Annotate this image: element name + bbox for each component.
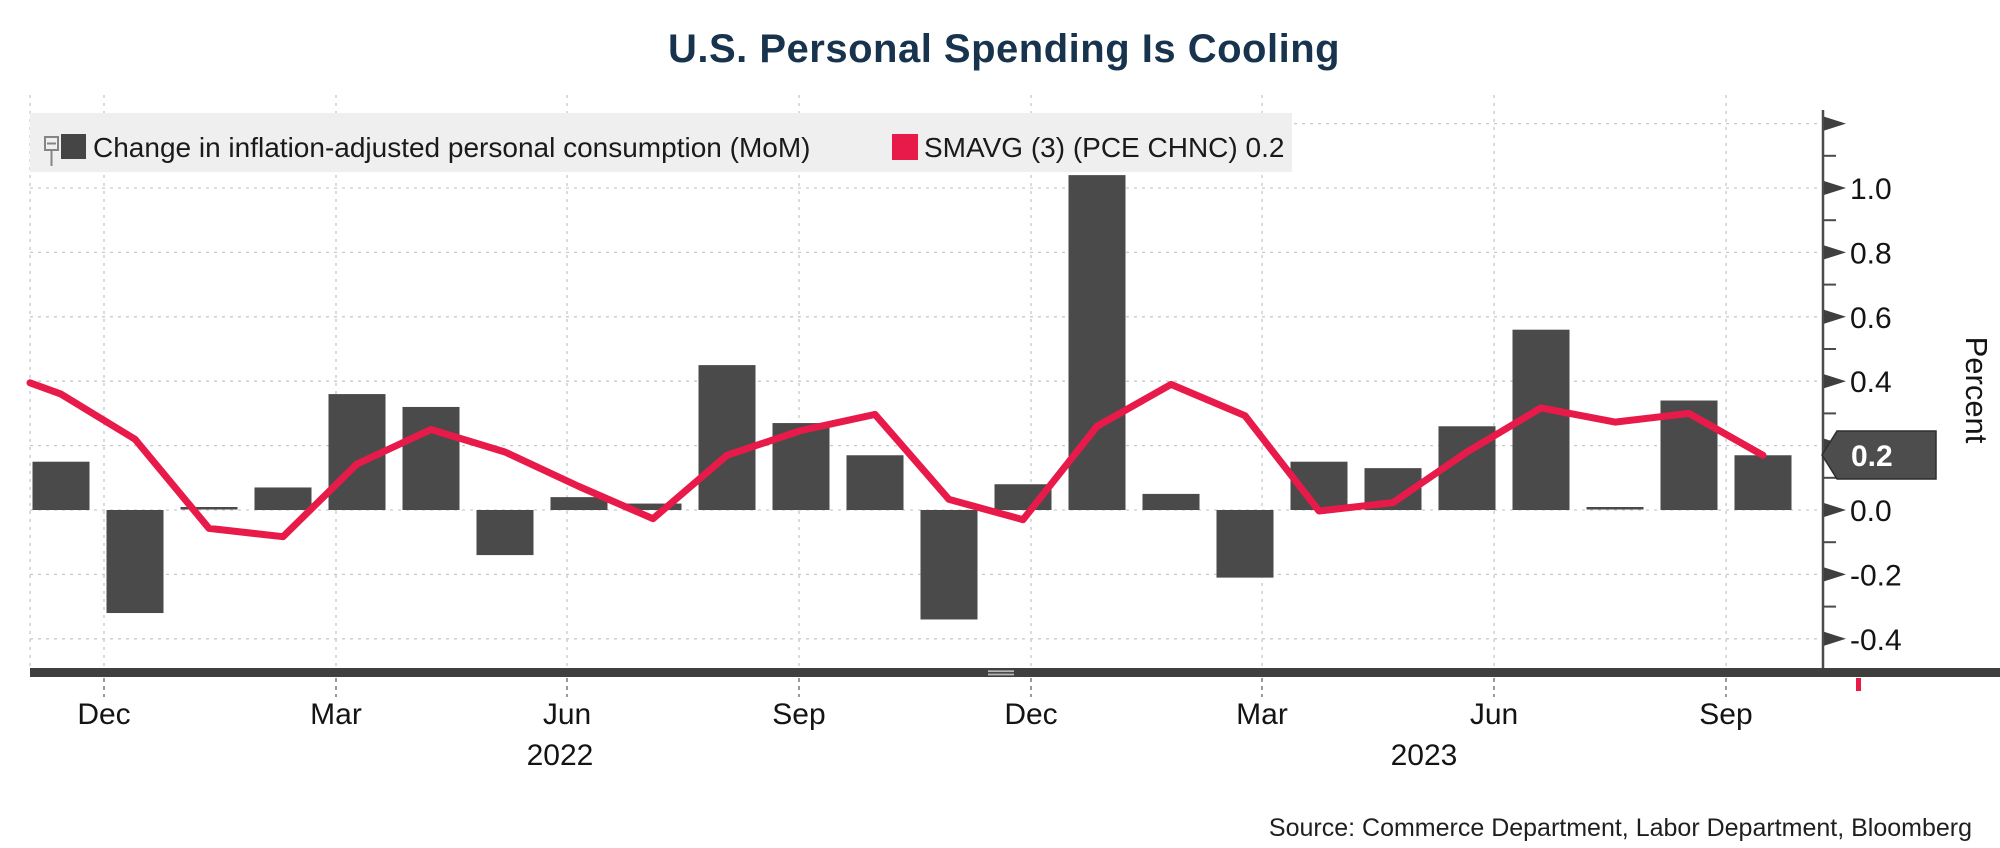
- x-year-label: 2023: [1391, 739, 1458, 772]
- x-tick-label: Mar: [1236, 698, 1288, 731]
- bar-series-swatch-icon: [61, 134, 86, 159]
- y-major-tick-arrow: [1824, 309, 1846, 324]
- bar-nov-2021: [32, 461, 90, 510]
- x-tick-label: Dec: [77, 698, 130, 731]
- bar-nov-2022: [920, 510, 978, 620]
- bar-dec-2021: [106, 510, 164, 614]
- smavg-line: [26, 379, 1767, 541]
- y-major-tick-arrow: [1824, 116, 1846, 131]
- x-tick-label: Sep: [772, 698, 825, 731]
- y-major-tick-arrow: [1824, 631, 1846, 646]
- bar-aug-2022: [698, 365, 756, 510]
- bar-apr-2022: [402, 406, 460, 510]
- x-axis-bar: [30, 668, 2000, 677]
- bar-jan-2023: [1068, 175, 1126, 510]
- y-tick-label: 0.8: [1850, 237, 1892, 270]
- y-tick-label: 0.0: [1850, 495, 1892, 528]
- bar-oct-2023: [1734, 455, 1792, 510]
- y-axis-title: Percent: [1959, 337, 1994, 444]
- bar-feb-2023: [1142, 493, 1200, 510]
- legend-band: [30, 113, 1292, 172]
- y-tick-label: -0.4: [1850, 624, 1902, 657]
- axis-handle-icon: [988, 673, 1014, 676]
- x-tick-label: Jun: [543, 698, 591, 731]
- last-value-tag-label: 0.2: [1851, 440, 1893, 473]
- y-major-tick-arrow: [1824, 374, 1846, 389]
- bar-may-2022: [476, 510, 534, 556]
- y-major-tick-arrow: [1824, 181, 1846, 195]
- x-tick-label: Mar: [310, 698, 362, 731]
- x-tick-label: Jun: [1470, 698, 1518, 731]
- legend-bar-series-label: Change in inflation-adjusted personal co…: [93, 132, 811, 163]
- bar-aug-2023: [1586, 507, 1644, 510]
- y-major-tick-arrow: [1824, 567, 1846, 582]
- chart-node-icon[interactable]: [44, 136, 59, 166]
- y-tick-label: -0.2: [1850, 559, 1902, 592]
- page-title: U.S. Personal Spending Is Cooling: [668, 27, 1340, 71]
- source-note: Source: Commerce Department, Labor Depar…: [1269, 814, 1972, 842]
- bar-jun-2022: [550, 497, 608, 510]
- x-tick-label: Dec: [1004, 698, 1057, 731]
- bar-jul-2022: [624, 503, 682, 510]
- axis-end-marker: [1856, 678, 1861, 691]
- last-value-tag: 0.2: [1821, 430, 1937, 480]
- y-major-tick-arrow: [1824, 245, 1846, 260]
- x-year-label: 2022: [527, 739, 594, 772]
- bar-oct-2022: [846, 455, 904, 510]
- x-tick-label: Sep: [1699, 698, 1752, 731]
- bar-mar-2023: [1216, 510, 1274, 578]
- bar-feb-2022: [254, 487, 312, 510]
- y-tick-label: 1.0: [1850, 173, 1892, 206]
- y-tick-label: 0.4: [1850, 366, 1892, 399]
- legend-line-series-label: SMAVG (3) (PCE CHNC) 0.2: [924, 132, 1284, 163]
- line-series-swatch-icon: [892, 134, 918, 160]
- y-tick-label: 0.6: [1850, 302, 1892, 335]
- axis-handle-icon: [988, 670, 1014, 673]
- y-major-tick-arrow: [1824, 503, 1846, 517]
- bar-jan-2022: [180, 507, 238, 510]
